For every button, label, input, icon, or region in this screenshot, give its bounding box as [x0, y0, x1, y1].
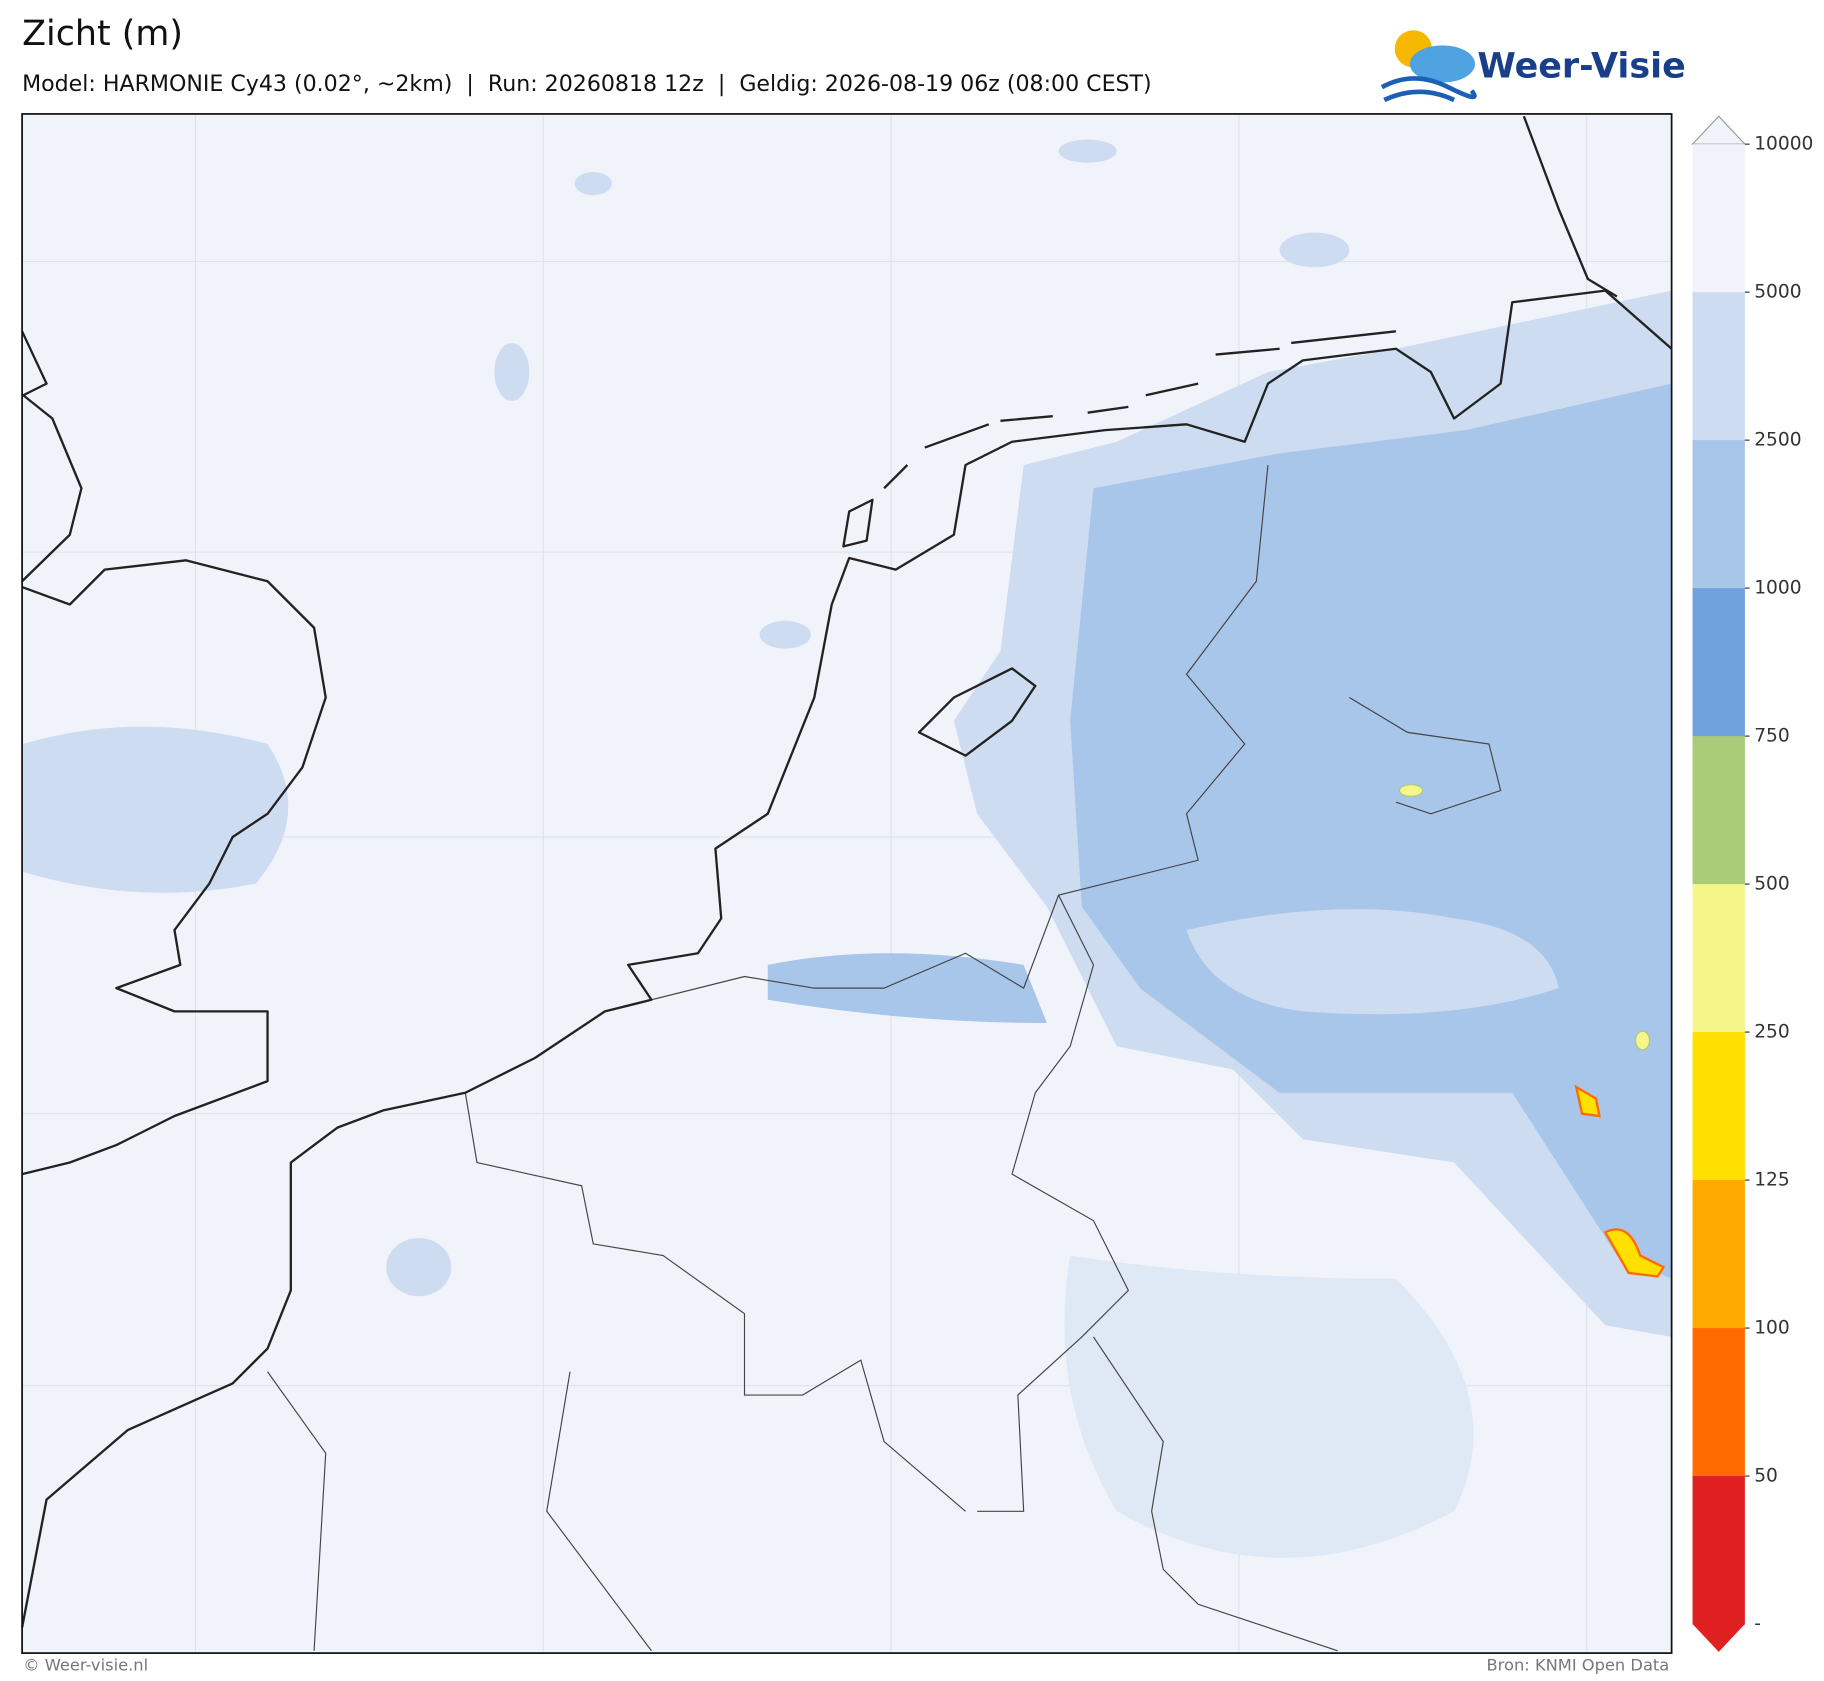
map: [20, 113, 1673, 1654]
colorbar-extend-bottom: [1692, 1624, 1745, 1652]
coast: [20, 289, 1673, 1628]
vis-area: [574, 172, 612, 196]
colorbar-segment: [1692, 440, 1745, 589]
vis-area: [386, 1238, 452, 1297]
vis-area: [1070, 383, 1672, 1279]
vis-area: [1186, 909, 1559, 1015]
colorbar-tick-label: 2500: [1754, 430, 1801, 451]
colorbar-segment: [1692, 1476, 1745, 1625]
colorbar-segment: [1692, 292, 1745, 441]
subtitle: Model: HARMONIE Cy43 (0.02°, ~2km) | Run…: [22, 71, 1152, 97]
visibility-field: [23, 139, 1672, 1558]
colorbar-tick-label: 10000: [1754, 134, 1813, 155]
footer-left: © Weer-visie.nl: [23, 1655, 148, 1674]
vis-area: [1058, 139, 1117, 163]
country-border: [464, 1092, 966, 1512]
vis-area: [759, 620, 811, 649]
country-border: [604, 894, 1060, 1012]
logo-waves: [1380, 76, 1477, 103]
logo: Weer-Visie: [1380, 30, 1686, 103]
colorbar-tick-label: 5000: [1754, 282, 1801, 303]
coast: [21, 330, 83, 583]
vis-area: [1634, 1030, 1651, 1051]
map-frame: [21, 113, 1673, 1654]
title: Zicht (m): [22, 14, 183, 54]
coastline: [20, 115, 1673, 1628]
country-border: [1092, 1336, 1338, 1652]
colorbar-segment: [1692, 144, 1745, 293]
vis-area: [1398, 784, 1424, 797]
vis-area: [1279, 232, 1350, 268]
vis-area: [1574, 1084, 1601, 1118]
vis-area: [494, 342, 530, 402]
colorbar-segment: [1692, 736, 1745, 885]
vis-area: [23, 726, 289, 893]
vis-area: [767, 953, 1047, 1024]
coast: [1522, 115, 1618, 298]
colorbar-tick-label: 100: [1754, 1318, 1790, 1339]
colorbar-segment: [1692, 588, 1745, 737]
coast: [21, 559, 327, 1176]
colorbar-tick-label: 250: [1754, 1022, 1790, 1043]
colorbar-tick-label: 750: [1754, 726, 1790, 747]
vis-area: [1064, 1255, 1474, 1558]
colorbar-segment: [1692, 1032, 1745, 1181]
colorbar-segment: [1692, 1180, 1745, 1329]
colorbar: 10000 5000 2500 1000 750 500 250 125 100 50 -: [1691, 115, 1813, 1652]
colorbar-extend-top: [1691, 115, 1747, 145]
logo-text: Weer-Visie: [1477, 46, 1685, 86]
colorbar-tick-label: 500: [1754, 874, 1790, 895]
colorbar-bottom-label: -: [1754, 1614, 1761, 1635]
vis-area: [1603, 1228, 1666, 1278]
logo-cloud: [1409, 45, 1476, 83]
colorbar-tick-label: 50: [1754, 1466, 1778, 1487]
region-border: [267, 1371, 652, 1652]
region-border: [1349, 697, 1502, 815]
colorbar-segment: [1692, 884, 1745, 1033]
footer-right: Bron: KNMI Open Data: [1487, 1655, 1670, 1674]
country-border: [977, 464, 1269, 1512]
ijsselmeer: [917, 667, 1037, 757]
colorbar-tick-label: 125: [1754, 1170, 1790, 1191]
islands: [842, 330, 1397, 548]
borders: [267, 464, 1502, 1652]
colorbar-tick-label: 1000: [1754, 578, 1801, 599]
colorbar-segment: [1692, 1328, 1745, 1477]
